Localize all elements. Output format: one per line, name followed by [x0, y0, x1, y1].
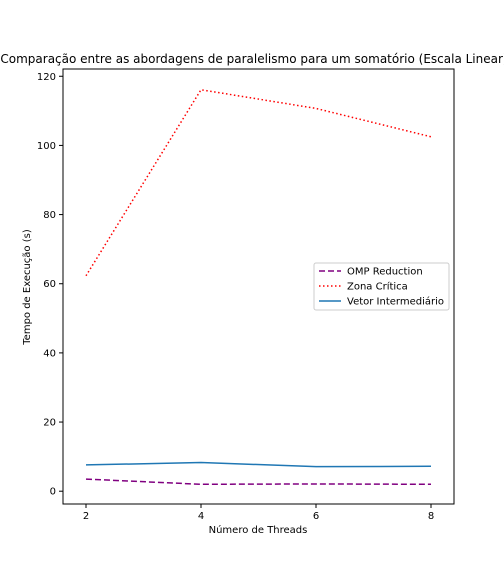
y-tick-label: 80: [43, 210, 56, 221]
legend-label: Zona Crítica: [347, 281, 408, 293]
legend-box: [313, 262, 450, 311]
y-tick-label: 20: [43, 418, 56, 429]
y-axis: 0 20 40 60 80 100 120: [37, 72, 63, 498]
y-axis-label: Tempo de Execução (s): [22, 229, 33, 346]
y-tick-label: 0: [50, 487, 56, 498]
x-axis: 2 4 6 8: [83, 504, 434, 522]
y-tick-label: 40: [43, 348, 56, 359]
y-tick-label: 60: [43, 279, 56, 290]
chart-title: Comparação entre as abordagens de parale…: [0, 52, 504, 66]
series-line-1: [85, 88, 432, 277]
x-axis-label: Número de Threads: [209, 524, 308, 536]
legend-label: OMP Reduction: [347, 267, 423, 278]
series-line-2: [85, 461, 432, 468]
legend-label: Vetor Intermediário: [347, 296, 444, 308]
x-tick-label: 2: [83, 511, 89, 522]
series-line-0: [85, 478, 432, 486]
series-lines: [85, 88, 432, 486]
x-tick-label: 8: [428, 511, 434, 522]
y-tick-label: 100: [37, 141, 56, 152]
y-tick-label: 120: [37, 72, 56, 83]
x-tick-label: 4: [198, 511, 204, 522]
x-tick-label: 6: [313, 511, 319, 522]
legend: OMP Reduction Zona Crítica Vetor Intermedi…: [313, 262, 450, 311]
